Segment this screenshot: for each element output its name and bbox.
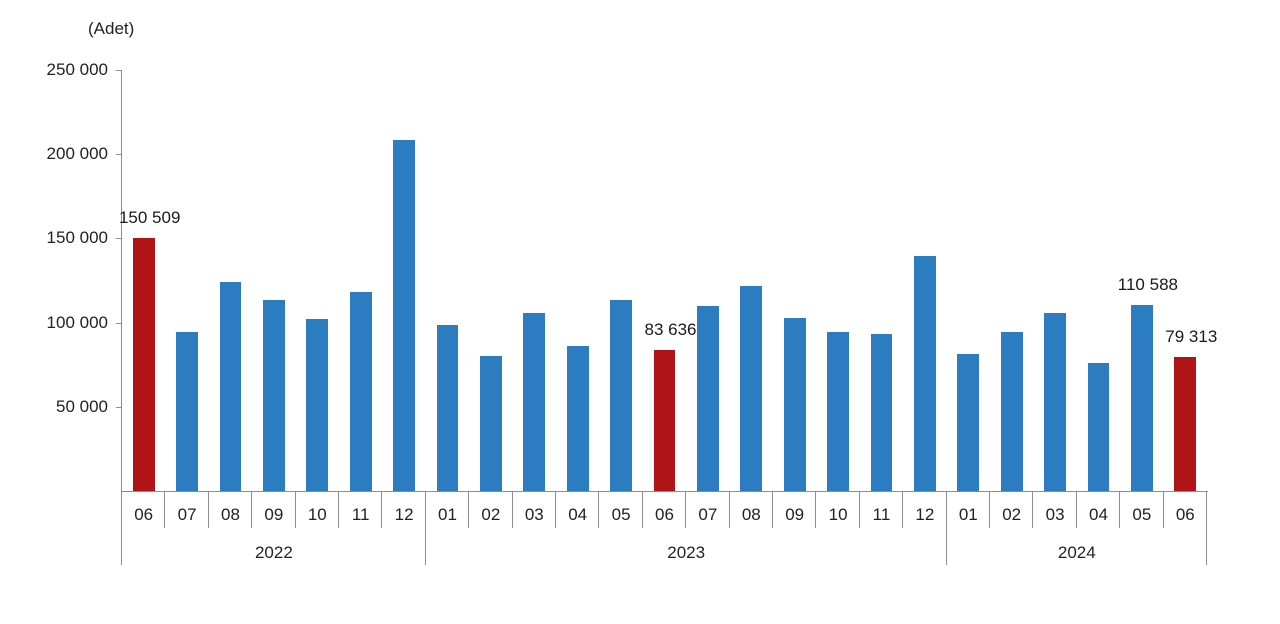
x-tick-label: 06 bbox=[1175, 505, 1195, 524]
month-separator bbox=[772, 491, 773, 528]
data-label: 110 588 bbox=[1117, 274, 1178, 294]
x-tick-label: 10 bbox=[307, 505, 327, 524]
x-tick-label: 06 bbox=[655, 505, 674, 524]
x-tick-label: 02 bbox=[1002, 505, 1022, 524]
x-tick-label: 06 bbox=[134, 505, 154, 524]
bar bbox=[870, 333, 893, 491]
y-tick-mark bbox=[116, 70, 122, 71]
data-label: 79 313 bbox=[1165, 327, 1218, 347]
y-tick-label: 200 000 bbox=[46, 144, 108, 164]
bar bbox=[957, 354, 980, 491]
x-tick-label: 04 bbox=[1089, 505, 1108, 524]
x-tick-label: 08 bbox=[741, 505, 761, 524]
x-tick-label: 05 bbox=[611, 505, 631, 524]
x-tick-label: 03 bbox=[1045, 505, 1065, 524]
year-separator bbox=[425, 491, 426, 565]
y-tick-label: 100 000 bbox=[46, 312, 108, 332]
x-tick-label: 05 bbox=[1132, 505, 1152, 524]
bar bbox=[697, 306, 719, 491]
month-separator bbox=[859, 491, 860, 528]
highlighted-bar bbox=[132, 237, 155, 491]
y-tick-mark bbox=[116, 154, 122, 155]
year-separator bbox=[1206, 491, 1207, 565]
month-separator bbox=[989, 491, 990, 528]
month-separator bbox=[815, 491, 816, 528]
bar bbox=[436, 325, 459, 491]
month-separator bbox=[164, 491, 165, 528]
y-axis-unit-label: (Adet) bbox=[88, 19, 135, 38]
x-tick-label: 09 bbox=[785, 505, 805, 524]
bar bbox=[263, 299, 285, 491]
highlighted-bar bbox=[653, 350, 676, 491]
bar bbox=[349, 292, 372, 491]
x-tick-label: 12 bbox=[394, 505, 414, 524]
month-separator bbox=[555, 491, 556, 528]
month-separator bbox=[685, 491, 686, 528]
x-tick-label: 11 bbox=[872, 505, 891, 524]
y-tick-label: 250 000 bbox=[46, 60, 108, 79]
x-tick-label: 04 bbox=[568, 505, 588, 524]
y-axis-line bbox=[121, 70, 122, 492]
year-separator bbox=[121, 491, 122, 565]
x-tick-label: 02 bbox=[481, 505, 501, 524]
year-label: 2024 bbox=[1057, 543, 1096, 562]
bar bbox=[1087, 363, 1110, 491]
bar bbox=[393, 139, 415, 491]
bar bbox=[306, 318, 329, 491]
month-separator bbox=[338, 491, 339, 528]
y-tick-label: 150 000 bbox=[46, 228, 108, 248]
y-tick-label: 50 000 bbox=[56, 396, 108, 416]
x-tick-label: 10 bbox=[828, 505, 848, 524]
y-tick-mark bbox=[116, 323, 122, 324]
data-label: 83 636 bbox=[644, 320, 697, 340]
month-separator bbox=[902, 491, 903, 528]
bar bbox=[480, 356, 502, 491]
year-separator bbox=[946, 491, 947, 565]
bar bbox=[914, 256, 936, 491]
month-separator bbox=[1119, 491, 1120, 528]
bar bbox=[610, 299, 632, 491]
x-tick-label: 08 bbox=[221, 505, 240, 524]
bar bbox=[1044, 312, 1066, 491]
year-label: 2022 bbox=[254, 543, 293, 562]
bar bbox=[219, 282, 242, 491]
bar bbox=[783, 318, 806, 491]
bar bbox=[176, 332, 198, 491]
y-tick-mark bbox=[116, 407, 122, 408]
month-separator bbox=[729, 491, 730, 528]
x-tick-label: 07 bbox=[698, 505, 718, 524]
month-separator bbox=[468, 491, 469, 528]
bar bbox=[1000, 331, 1023, 491]
month-separator bbox=[512, 491, 513, 528]
month-separator bbox=[295, 491, 296, 528]
x-tick-label: 11 bbox=[351, 505, 370, 524]
bar bbox=[566, 345, 589, 491]
data-label: 150 509 bbox=[118, 207, 181, 227]
month-separator bbox=[598, 491, 599, 528]
x-tick-label: 01 bbox=[958, 505, 978, 524]
x-tick-label: 01 bbox=[438, 505, 457, 524]
month-separator bbox=[1163, 491, 1164, 528]
bar bbox=[827, 332, 849, 491]
bar bbox=[523, 312, 546, 491]
x-tick-label: 09 bbox=[264, 505, 284, 524]
month-separator bbox=[251, 491, 252, 528]
month-separator bbox=[208, 491, 209, 528]
x-tick-label: 07 bbox=[177, 505, 197, 524]
x-tick-label: 03 bbox=[524, 505, 544, 524]
bar bbox=[740, 285, 763, 491]
month-separator bbox=[381, 491, 382, 528]
y-tick-mark bbox=[116, 238, 122, 239]
x-tick-label: 12 bbox=[915, 505, 935, 524]
highlighted-bar bbox=[1174, 357, 1197, 491]
x-axis-line bbox=[121, 491, 1208, 492]
month-separator bbox=[1076, 491, 1077, 528]
month-separator bbox=[642, 491, 643, 528]
year-label: 2023 bbox=[667, 543, 706, 562]
bar bbox=[1131, 304, 1153, 491]
month-separator bbox=[1032, 491, 1033, 528]
